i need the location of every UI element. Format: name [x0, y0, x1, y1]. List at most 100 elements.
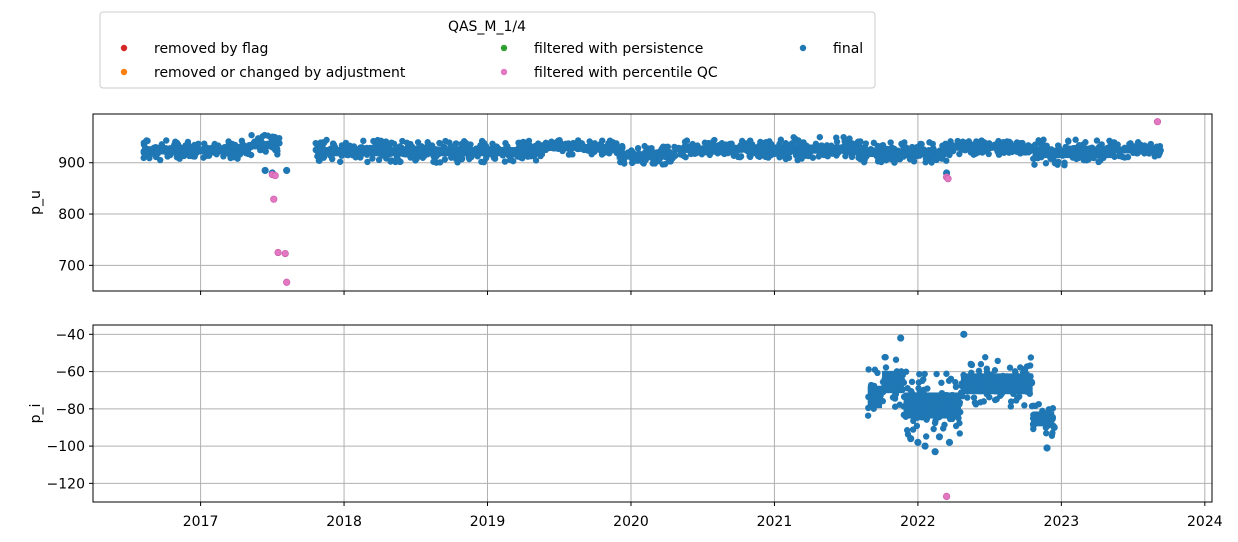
- data-point: [955, 415, 961, 421]
- data-point: [915, 385, 921, 391]
- plot-area: [140, 118, 1163, 285]
- data-point: [1012, 374, 1018, 380]
- data-point: [924, 415, 930, 421]
- data-point: [892, 370, 898, 376]
- data-point: [1097, 157, 1103, 163]
- data-point: [617, 154, 623, 160]
- data-point: [610, 139, 616, 145]
- data-point: [749, 146, 755, 152]
- data-point: [1082, 139, 1088, 145]
- data-point: [861, 159, 867, 165]
- data-point: [504, 149, 510, 155]
- data-point: [672, 146, 678, 152]
- data-point: [533, 157, 539, 163]
- data-point: [507, 157, 513, 163]
- legend-entry: filtered with percentile QC: [501, 65, 718, 81]
- data-point: [953, 384, 959, 390]
- data-point: [1001, 387, 1008, 394]
- data-point: [937, 402, 943, 408]
- data-point: [330, 148, 336, 154]
- data-point: [943, 157, 949, 163]
- data-point: [806, 152, 812, 158]
- data-point: [1040, 412, 1046, 418]
- data-point: [317, 139, 323, 145]
- data-point: [984, 365, 990, 371]
- data-point: [1022, 367, 1028, 373]
- legend-label: filtered with persistence: [534, 41, 703, 57]
- data-point: [909, 379, 915, 385]
- data-point: [981, 145, 987, 151]
- data-point: [1043, 160, 1049, 166]
- data-point: [825, 153, 831, 159]
- y-axis-label: p_u: [28, 190, 44, 215]
- data-point: [759, 152, 765, 158]
- data-point: [747, 138, 753, 144]
- subplot-p-u: 700800900p_u: [28, 114, 1212, 295]
- data-point: [436, 140, 442, 146]
- data-point: [1028, 354, 1034, 360]
- x-tick-label: 2019: [470, 514, 506, 530]
- data-point: [865, 366, 871, 372]
- y-tick-label: −120: [47, 476, 85, 492]
- data-point: [615, 145, 621, 151]
- data-point: [569, 151, 575, 157]
- data-point: [474, 153, 480, 159]
- data-point: [985, 151, 991, 157]
- x-tick-label: 2021: [757, 514, 793, 530]
- y-tick-label: 800: [58, 207, 85, 223]
- data-point: [892, 404, 898, 410]
- data-point: [1050, 405, 1056, 411]
- data-point: [270, 196, 277, 203]
- data-point: [1141, 142, 1147, 148]
- data-point: [871, 140, 877, 146]
- data-point: [479, 138, 485, 144]
- data-point: [316, 157, 322, 163]
- data-point: [201, 140, 207, 146]
- data-point: [543, 140, 549, 146]
- data-point: [747, 154, 753, 160]
- data-point: [833, 134, 839, 140]
- legend-marker: [800, 45, 806, 51]
- series-final: [865, 331, 1058, 455]
- data-point: [388, 139, 394, 145]
- data-point: [938, 380, 944, 386]
- data-point: [143, 150, 149, 156]
- series-final: [140, 132, 1163, 176]
- y-tick-label: 900: [58, 156, 85, 172]
- x-tick-label: 2022: [900, 514, 936, 530]
- legend: QAS_M_1/4 removed by flagremoved or chan…: [100, 12, 875, 88]
- data-point: [1086, 152, 1092, 158]
- data-point: [704, 141, 710, 147]
- data-point: [417, 146, 423, 152]
- data-point: [562, 144, 568, 150]
- data-point: [339, 152, 345, 158]
- data-point: [903, 369, 909, 375]
- data-point: [665, 144, 671, 150]
- data-point: [589, 151, 595, 157]
- data-point: [710, 138, 716, 144]
- data-point: [950, 401, 956, 407]
- data-point: [466, 156, 472, 162]
- data-point: [684, 137, 690, 143]
- data-point: [963, 379, 969, 385]
- data-point: [1141, 150, 1147, 156]
- data-point: [409, 144, 415, 150]
- legend-marker: [121, 45, 127, 51]
- data-point: [776, 141, 782, 147]
- data-point: [1036, 401, 1042, 407]
- data-point: [848, 140, 854, 146]
- data-point: [227, 155, 233, 161]
- data-point: [930, 145, 936, 151]
- data-point: [1070, 145, 1076, 151]
- data-point: [1154, 143, 1160, 149]
- data-point: [763, 139, 769, 145]
- x-tick-label: 2018: [326, 514, 362, 530]
- data-point: [269, 134, 275, 140]
- data-point: [176, 156, 182, 162]
- data-point: [926, 409, 932, 415]
- data-point: [796, 147, 802, 153]
- data-point: [968, 361, 974, 367]
- data-point: [984, 372, 990, 378]
- data-point: [872, 367, 878, 373]
- legend-label: removed by flag: [154, 41, 268, 57]
